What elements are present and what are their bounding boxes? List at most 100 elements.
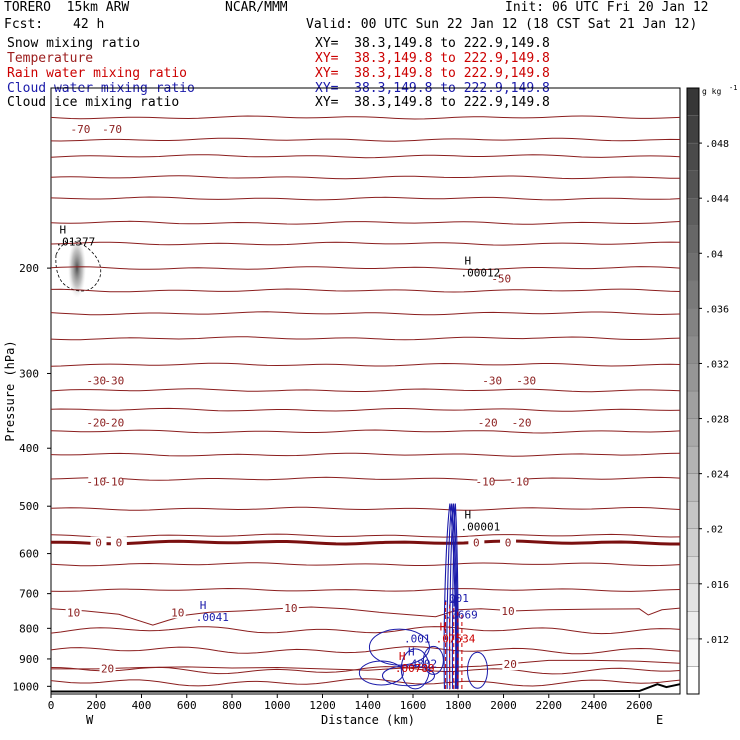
cloud-water-contour bbox=[446, 503, 458, 689]
x-tick-label: 400 bbox=[132, 699, 152, 712]
y-tick-label: 900 bbox=[19, 653, 39, 666]
isotherm-label: -70 bbox=[70, 123, 90, 136]
isotherm-label-bg bbox=[99, 662, 116, 675]
isotherm-line bbox=[50, 506, 681, 511]
isotherm-line bbox=[50, 115, 681, 120]
colorbar-frame bbox=[686, 87, 700, 695]
isotherm-label-bg bbox=[65, 606, 82, 619]
isotherm-label-bg bbox=[104, 122, 121, 135]
model-title: TORERO 15km ARW bbox=[4, 0, 130, 15]
x-tick-label: 2600 bbox=[626, 699, 653, 712]
colorbar-unit-exponent: -1 bbox=[729, 84, 737, 92]
isotherm-line bbox=[50, 311, 681, 316]
isotherm-label-bg bbox=[169, 606, 186, 619]
colorbar-unit: g kg bbox=[702, 87, 721, 96]
x-tick-label: 0 bbox=[48, 699, 55, 712]
colorbar-band bbox=[686, 197, 700, 226]
isotherm-label: -20 bbox=[104, 416, 124, 429]
colorbar-band bbox=[686, 390, 700, 419]
isotherm-label: 10 bbox=[67, 606, 80, 619]
colorbar-band bbox=[686, 253, 700, 282]
isotherm-line bbox=[50, 175, 681, 180]
extremum-value: .01377 bbox=[56, 236, 96, 249]
snow-contour bbox=[55, 240, 102, 292]
field-snow-xy: XY= 38.3,149.8 to 222.9,149.8 bbox=[315, 36, 550, 51]
isotherm-label: -70 bbox=[102, 123, 122, 136]
isotherm-label-bg bbox=[500, 536, 517, 549]
y-tick-label: 800 bbox=[19, 622, 39, 635]
isotherm-line bbox=[50, 678, 681, 687]
snow-shading bbox=[68, 238, 87, 299]
isotherm-label-bg bbox=[88, 416, 105, 429]
isotherm-label: -10 bbox=[509, 476, 529, 489]
field-snow: Snow mixing ratio bbox=[7, 36, 141, 51]
isotherm-label: -20 bbox=[86, 416, 106, 429]
colorbar-band bbox=[686, 611, 700, 640]
isotherm-line bbox=[50, 154, 681, 159]
fcst-value: 42 h bbox=[73, 17, 105, 32]
colorbar-tick-label: .032 bbox=[705, 359, 729, 370]
colorbar-band bbox=[686, 115, 700, 144]
isotherm-label: 20 bbox=[504, 658, 517, 671]
extremum-marker: H bbox=[465, 255, 472, 268]
y-axis-label: Pressure (hPa) bbox=[3, 340, 17, 441]
y-tick-label: 1000 bbox=[13, 680, 40, 693]
isotherm-label-bg bbox=[106, 475, 123, 488]
colorbar-band bbox=[686, 142, 700, 171]
colorbar-band bbox=[686, 418, 700, 447]
colorbar-band bbox=[686, 638, 700, 667]
colorbar-band bbox=[686, 87, 700, 116]
isotherm-label: -20 bbox=[478, 416, 498, 429]
extremum-value: .3669 bbox=[445, 609, 478, 622]
isotherm-line bbox=[50, 452, 681, 457]
isotherm-label: 0 bbox=[505, 537, 512, 550]
isotherm-line bbox=[50, 288, 681, 293]
colorbar-band bbox=[686, 556, 700, 585]
isotherm-label-bg bbox=[484, 374, 501, 387]
isotherm-label-bg bbox=[479, 416, 496, 429]
extremum-marker: H bbox=[408, 645, 415, 658]
extremum-value: .00789 bbox=[395, 662, 435, 675]
x-tick-label: 1800 bbox=[445, 699, 472, 712]
colorbar-tick-label: .016 bbox=[705, 580, 729, 591]
isotherm-line bbox=[50, 626, 681, 635]
extremum-marker: H bbox=[200, 599, 207, 612]
y-tick-label: 300 bbox=[19, 367, 39, 380]
isotherm-label-bg bbox=[518, 374, 535, 387]
isotherm-line bbox=[50, 362, 681, 367]
y-tick-label: 200 bbox=[19, 262, 39, 275]
colorbar-band bbox=[686, 363, 700, 392]
cloud-water-contour bbox=[422, 645, 444, 675]
cloud-water-contour bbox=[443, 503, 457, 689]
extremum-marker: H bbox=[449, 597, 456, 610]
isotherm-label: 0 bbox=[95, 537, 102, 550]
extremum-value: .0041 bbox=[196, 611, 229, 624]
colorbar-tick-label: .024 bbox=[705, 470, 729, 481]
isotherm-label-bg bbox=[106, 374, 123, 387]
isotherm-label: -10 bbox=[86, 476, 106, 489]
field-rain: Rain water mixing ratio bbox=[7, 66, 188, 81]
terrain-line bbox=[51, 683, 681, 693]
cloud-water-contour bbox=[400, 648, 430, 690]
x-tick-label: 1000 bbox=[264, 699, 291, 712]
isotherm-label-bg bbox=[502, 658, 519, 671]
extremum-value: .07534 bbox=[436, 632, 476, 645]
colorbar-tick-label: .012 bbox=[705, 635, 729, 646]
extremum-value: .00001 bbox=[461, 521, 501, 534]
extremum-marker: H bbox=[60, 224, 67, 237]
isotherm-line bbox=[50, 241, 681, 246]
isotherm-line bbox=[50, 266, 681, 271]
field-rain-xy: XY= 38.3,149.8 to 222.9,149.8 bbox=[315, 66, 550, 81]
isotherm-line bbox=[50, 587, 681, 592]
colorbar-band bbox=[686, 308, 700, 337]
isotherm-line bbox=[50, 533, 681, 538]
isotherm-label-bg bbox=[282, 602, 299, 615]
isotherm-line bbox=[50, 220, 681, 225]
isotherm-10-line bbox=[50, 606, 681, 626]
isotherm-label-bg bbox=[88, 475, 105, 488]
init-time: Init: 06 UTC Fri 20 Jan 12 bbox=[505, 0, 709, 15]
colorbar-tick-label: .02 bbox=[705, 525, 723, 536]
center-title: NCAR/MMM bbox=[225, 0, 288, 15]
isotherm-label: 0 bbox=[116, 537, 123, 550]
